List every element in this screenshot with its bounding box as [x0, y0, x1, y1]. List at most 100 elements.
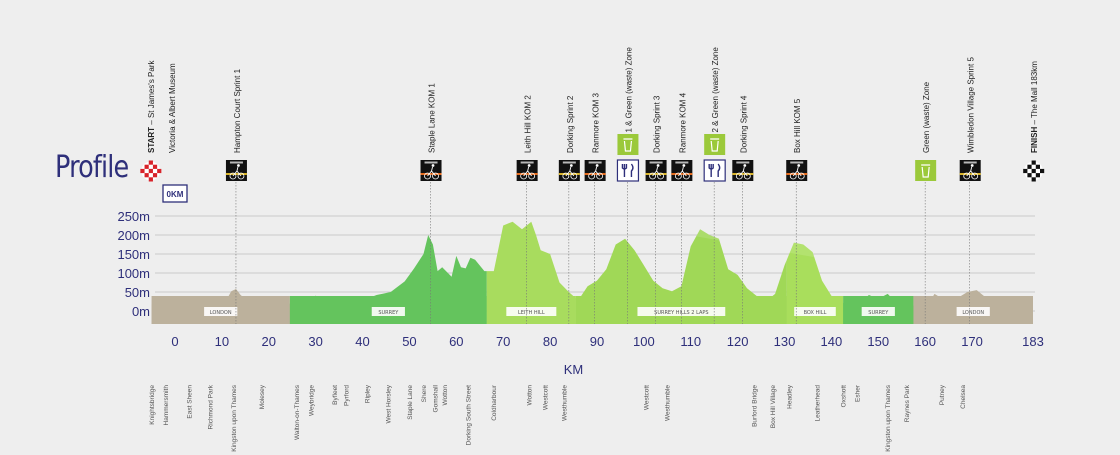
x-tick-label: 0 — [171, 334, 178, 349]
y-tick-label: 200m — [117, 228, 150, 243]
place-label: Kingston upon Thames — [885, 384, 892, 451]
kom-icon — [786, 160, 808, 181]
segment-label: LONDON — [210, 310, 232, 316]
place-label: West Horsley — [386, 384, 393, 423]
x-tick-label: 10 — [215, 334, 229, 349]
waste-icon — [915, 160, 937, 181]
segment-label-box — [956, 307, 990, 316]
place-label: Coldharbour — [491, 384, 498, 421]
x-tick-label: 110 — [680, 334, 701, 349]
event-label-strong: FINISH — [1030, 127, 1039, 153]
event-label: Ranmore KOM 3 — [592, 92, 601, 153]
event-label: Wimbledon Village Sprint 5 — [967, 57, 976, 153]
event-label: Leith Hill KOM 2 — [524, 95, 533, 153]
event-label: Feed 1 & Green (waste) Zone — [624, 47, 633, 153]
feed-icon — [616, 134, 640, 182]
x-tick-label: 90 — [590, 334, 604, 349]
event-label: Hampton Court Sprint 1 — [233, 68, 242, 153]
place-label: Hammersmith — [163, 385, 170, 426]
x-tick-label: 170 — [961, 334, 983, 349]
x-tick-label: 150 — [867, 334, 889, 349]
y-tick-label: 100m — [117, 266, 150, 281]
segment-label-box — [861, 307, 895, 316]
place-label: Oxshott — [840, 385, 847, 408]
place-label: Wotton — [526, 385, 533, 406]
x-tick-label: 40 — [355, 334, 369, 349]
place-label: Box Hill Village — [770, 385, 777, 429]
x-tick-label: 130 — [774, 334, 796, 349]
event-label: Dorking Sprint 3 — [653, 95, 662, 153]
segment-label-box — [371, 307, 405, 316]
place-label: East Sheen — [186, 385, 193, 419]
segment-label: SURREY — [378, 310, 399, 316]
place-label: Wotton — [442, 385, 449, 406]
event-label-strong: START — [147, 127, 156, 153]
place-label: Molesey — [259, 384, 266, 409]
finish-icon — [1023, 160, 1045, 182]
x-tick-label: 120 — [727, 334, 749, 349]
x-tick-label: 100 — [633, 334, 655, 349]
event-label: Staple Lane KOM 1 — [428, 83, 437, 153]
page-title: Profile — [55, 150, 129, 185]
place-label: Knightsbridge — [149, 385, 156, 425]
feed-icon — [703, 134, 726, 182]
x-tick-label: 183 — [1022, 334, 1044, 349]
y-tick-label: 0m — [132, 304, 150, 319]
place-label: Richmond Park — [208, 384, 215, 429]
event-label: START – St James's Park — [147, 59, 156, 153]
segment-label: LEITH HILL — [518, 310, 545, 316]
place-label: Westhumble — [665, 385, 672, 421]
place-label: Esher — [855, 384, 862, 402]
place-label: Gomshall — [433, 384, 440, 412]
place-label: Leatherhead — [815, 385, 822, 422]
place-label: Westhumble — [561, 385, 568, 421]
x-tick-label: 30 — [308, 334, 322, 349]
place-label: Weybridge — [308, 385, 315, 416]
place-label: Chelsea — [960, 385, 967, 409]
place-label: Byfleet — [332, 385, 339, 405]
segment-label-box — [794, 307, 836, 316]
event-label: Box Hill KOM 5 — [793, 98, 802, 153]
event-label: Green (waste) Zone — [922, 81, 931, 153]
x-tick-label: 60 — [449, 334, 463, 349]
event-label: Dorking Sprint 2 — [566, 95, 575, 153]
sprint-icon — [732, 160, 754, 181]
place-label: Walton-on-Thames — [294, 384, 301, 440]
event-label: FINISH – The Mall 183km — [1030, 61, 1039, 153]
kom-icon — [671, 160, 693, 181]
start-km-label: 0KM — [167, 190, 184, 199]
place-label: Westcott — [644, 385, 651, 410]
event-label-rest: – St James's Park — [147, 59, 156, 126]
x-tick-label: 160 — [914, 334, 936, 349]
place-label: Putney — [939, 384, 946, 405]
place-label: Raynes Park — [904, 384, 911, 422]
sprint-icon — [645, 160, 667, 181]
place-label: Burford Bridge — [751, 385, 758, 427]
event-label: Feed 2 & Green (waste) Zone — [711, 47, 720, 153]
kom-icon — [420, 160, 442, 181]
place-label: Pyrford — [343, 385, 350, 406]
y-tick-label: 50m — [125, 285, 150, 300]
x-tick-label: 20 — [262, 334, 276, 349]
y-tick-label: 150m — [117, 247, 150, 262]
event-label: Dorking Sprint 4 — [739, 95, 748, 153]
x-tick-label: 140 — [821, 334, 843, 349]
y-tick-label: 250m — [117, 209, 150, 224]
segment-label: BOX HILL — [804, 310, 827, 316]
sprint-icon — [558, 160, 580, 181]
place-label: Dorking South Street — [465, 385, 472, 446]
place-label: Headley — [787, 384, 794, 409]
event-label-rest: – The Mall 183km — [1030, 61, 1039, 127]
place-label: Westcott — [543, 385, 550, 410]
place-label: Staple Lane — [407, 385, 414, 420]
segment-label: SURREY HILLS 2 LAPS — [654, 310, 708, 316]
x-tick-label: 50 — [402, 334, 416, 349]
start-km-badge — [162, 184, 188, 203]
x-tick-label: 70 — [496, 334, 510, 349]
waste-icon — [617, 134, 639, 155]
sprint-icon — [225, 160, 247, 181]
event-label: Victoria & Albert Museum — [168, 63, 177, 153]
x-axis-title: KM — [564, 362, 584, 377]
place-label: Kingston upon Thames — [231, 384, 238, 451]
